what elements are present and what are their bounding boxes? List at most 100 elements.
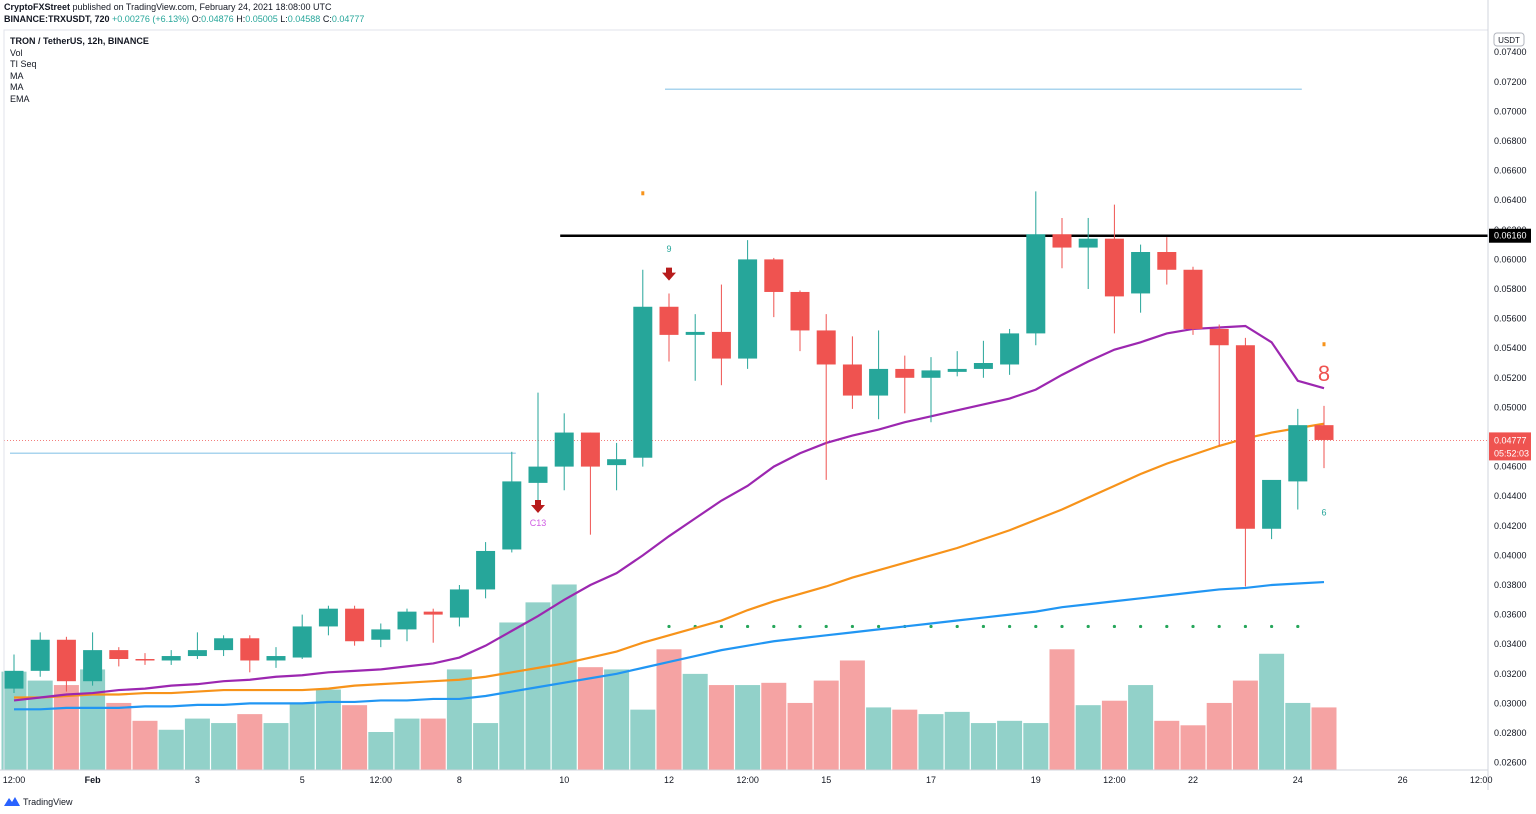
volume-bar <box>394 718 420 770</box>
volume-bar <box>918 714 944 770</box>
low-label: L: <box>280 14 288 24</box>
time-tick-label: 12 <box>664 775 674 785</box>
volume-bar <box>787 702 813 770</box>
candle-body <box>423 611 443 615</box>
candle-body <box>318 608 338 627</box>
candle-body <box>187 650 207 657</box>
sequence-label: 8 <box>1318 361 1330 386</box>
candle-body <box>240 638 260 661</box>
volume-bar <box>866 707 892 770</box>
candle-body <box>869 368 889 396</box>
price-tick-label: 0.03400 <box>1494 639 1527 649</box>
level-price-box <box>1489 228 1531 243</box>
open-value: 0.04876 <box>201 14 234 24</box>
candle-body <box>30 639 50 671</box>
price-tick-label: 0.07200 <box>1494 77 1527 87</box>
price-tick-label: 0.03000 <box>1494 698 1527 708</box>
candle-body <box>607 459 627 466</box>
candle-body <box>371 629 391 640</box>
candle-body <box>580 432 600 467</box>
tradingview-footer[interactable]: TradingView <box>4 796 73 807</box>
candle-body <box>266 656 286 661</box>
candle-body <box>109 650 129 659</box>
countdown-label: 05:52:03 <box>1494 448 1529 458</box>
time-tick-label: 12:00 <box>736 775 759 785</box>
sequence-dot <box>1165 624 1169 629</box>
candle-body <box>1209 328 1229 346</box>
publisher-name: CryptoFXStreet <box>4 2 71 12</box>
ma-purple-line <box>13 324 1325 702</box>
volume-bar <box>211 723 237 770</box>
price-tick-label: 0.05400 <box>1494 343 1527 353</box>
volume-bar <box>1154 720 1180 770</box>
price-tick-label: 0.05600 <box>1494 314 1527 324</box>
time-tick-label: 22 <box>1188 775 1198 785</box>
time-tick-label: 3 <box>195 775 200 785</box>
legend-item-ma-1[interactable]: MA <box>10 70 24 81</box>
volume-bar <box>1232 680 1258 770</box>
volume-bar <box>944 711 970 770</box>
indicator-legend: TRON / TetherUS, 12h, BINANCE Vol TI Seq… <box>10 36 149 105</box>
candle-body <box>528 466 548 483</box>
volume-bar <box>263 723 289 770</box>
volume-bar <box>735 685 761 770</box>
sequence-dot <box>1243 624 1247 629</box>
time-tick-label: 26 <box>1398 775 1408 785</box>
volume-bar <box>368 732 394 770</box>
candle-body <box>1183 269 1203 329</box>
sequence-dot <box>981 624 986 629</box>
legend-item-ti-seq[interactable]: TI Seq <box>10 59 37 69</box>
volume-bar <box>106 702 132 770</box>
ohlc-line: BINANCE:TRXUSDT, 720 +0.00276 (+6.13%) O… <box>4 14 364 24</box>
candle-body <box>816 330 836 365</box>
level-price-label: 0.06160 <box>1494 231 1527 241</box>
symbol-line: BINANCE:TRXUSDT, 720 <box>4 14 110 24</box>
candle-body <box>659 306 679 335</box>
candle-body <box>947 368 967 372</box>
sequence-dot <box>746 624 750 629</box>
candle-body <box>1314 425 1334 440</box>
sequence-label: C13 <box>530 518 547 528</box>
volume-bar <box>1206 702 1232 770</box>
candle-body <box>895 368 915 378</box>
volume-bar <box>1180 725 1206 770</box>
volume-bar <box>446 669 472 770</box>
candle-body <box>292 626 312 658</box>
volume-bar <box>53 685 79 770</box>
price-tick-label: 0.06800 <box>1494 136 1527 146</box>
close-label: C: <box>322 14 332 24</box>
volume-bar <box>1049 649 1075 770</box>
legend-item-ema[interactable]: EMA <box>10 93 30 104</box>
price-tick-label: 0.03200 <box>1494 669 1527 679</box>
volume-bar <box>604 669 630 770</box>
volume-bar <box>342 705 368 770</box>
sequence-dot <box>1112 624 1116 629</box>
candle-body <box>1104 238 1124 297</box>
legend-item-ma-2[interactable]: MA <box>10 82 24 92</box>
time-tick-label: 24 <box>1293 775 1303 785</box>
legend-symbol[interactable]: TRON / TetherUS, 12h, BINANCE <box>10 36 149 46</box>
volume-bar <box>708 685 734 770</box>
candle-body <box>1078 238 1098 248</box>
price-tick-label: 0.06000 <box>1494 254 1527 264</box>
time-tick-label: 19 <box>1031 775 1041 785</box>
volume-bar <box>1075 705 1101 770</box>
marker-icon <box>641 191 645 196</box>
current-price-box <box>1489 432 1531 461</box>
ma-orange-line <box>14 422 1325 699</box>
price-change: +0.00276 (+6.13%) <box>112 14 190 24</box>
sequence-dot <box>1296 624 1300 629</box>
candle-body <box>345 608 365 642</box>
unit-label: USDT <box>1498 36 1520 45</box>
candle-body <box>842 364 862 396</box>
legend-item-vol[interactable]: Vol <box>10 47 23 58</box>
candle-body <box>921 370 941 378</box>
sequence-dot <box>798 624 802 629</box>
candle-body <box>56 639 76 682</box>
volume-bar <box>682 673 708 770</box>
candle-body <box>476 550 496 590</box>
price-tick-label: 0.03800 <box>1494 580 1527 590</box>
annotations: 9 C13 8 6 <box>530 191 1330 528</box>
sequence-label: 9 <box>666 244 671 254</box>
